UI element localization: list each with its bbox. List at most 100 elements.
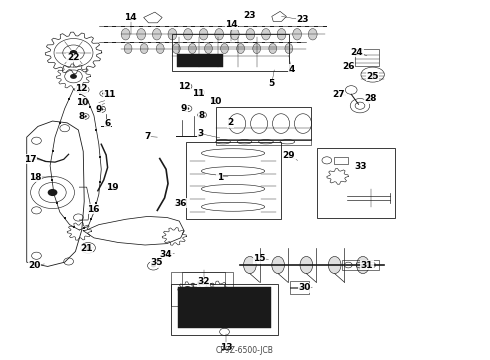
Text: 8: 8 xyxy=(79,112,85,121)
Text: 18: 18 xyxy=(29,173,42,182)
Circle shape xyxy=(186,107,189,110)
Text: 9: 9 xyxy=(96,105,102,114)
Text: 13: 13 xyxy=(220,343,233,352)
Ellipse shape xyxy=(124,44,132,54)
Ellipse shape xyxy=(121,28,130,40)
Ellipse shape xyxy=(185,57,196,64)
Text: 24: 24 xyxy=(351,48,364,57)
Text: 30: 30 xyxy=(298,283,311,292)
Ellipse shape xyxy=(272,256,285,274)
Bar xyxy=(186,143,281,219)
Text: 31: 31 xyxy=(361,261,373,270)
Bar xyxy=(216,139,311,145)
Circle shape xyxy=(82,88,86,91)
Text: 10: 10 xyxy=(75,98,88,107)
Ellipse shape xyxy=(140,44,148,54)
Circle shape xyxy=(102,93,105,95)
Text: 32: 32 xyxy=(197,277,210,286)
Bar xyxy=(182,272,233,306)
Text: 14: 14 xyxy=(225,20,238,29)
Text: 2: 2 xyxy=(227,118,234,127)
Bar xyxy=(177,54,223,67)
Circle shape xyxy=(214,99,218,102)
Bar xyxy=(317,148,395,217)
Ellipse shape xyxy=(285,44,293,54)
Ellipse shape xyxy=(246,28,255,40)
Bar xyxy=(290,282,309,288)
Bar xyxy=(290,287,309,294)
Text: 36: 36 xyxy=(174,199,187,208)
Text: 33: 33 xyxy=(355,162,367,171)
Circle shape xyxy=(99,108,103,111)
Text: 8: 8 xyxy=(198,111,204,120)
Ellipse shape xyxy=(189,44,196,54)
Text: 17: 17 xyxy=(24,155,37,164)
Circle shape xyxy=(203,286,211,292)
Circle shape xyxy=(186,85,189,88)
Ellipse shape xyxy=(269,44,277,54)
Bar xyxy=(172,33,289,71)
Ellipse shape xyxy=(230,28,239,40)
Bar xyxy=(171,284,278,336)
Ellipse shape xyxy=(184,28,193,40)
Circle shape xyxy=(85,246,91,250)
Text: 11: 11 xyxy=(193,89,205,98)
Text: 34: 34 xyxy=(160,250,172,259)
Text: 10: 10 xyxy=(209,97,221,106)
Text: 14: 14 xyxy=(124,13,137,22)
Text: 21: 21 xyxy=(80,244,93,253)
Ellipse shape xyxy=(293,28,301,40)
Ellipse shape xyxy=(137,28,146,40)
Circle shape xyxy=(48,189,57,196)
Text: 35: 35 xyxy=(150,258,163,267)
Circle shape xyxy=(151,264,156,267)
Ellipse shape xyxy=(262,28,270,40)
Bar xyxy=(334,157,348,164)
Ellipse shape xyxy=(156,44,164,54)
Ellipse shape xyxy=(253,44,261,54)
Text: 16: 16 xyxy=(87,205,99,214)
Circle shape xyxy=(82,101,86,103)
Circle shape xyxy=(70,50,77,56)
Bar xyxy=(171,272,224,306)
Ellipse shape xyxy=(300,256,313,274)
Circle shape xyxy=(198,91,202,94)
Text: 20: 20 xyxy=(28,261,41,270)
Ellipse shape xyxy=(168,28,177,40)
Text: 27: 27 xyxy=(332,90,345,99)
Ellipse shape xyxy=(152,28,161,40)
Text: 7: 7 xyxy=(145,132,151,141)
Text: 11: 11 xyxy=(103,90,116,99)
Circle shape xyxy=(184,286,192,292)
Text: 26: 26 xyxy=(342,62,355,71)
Ellipse shape xyxy=(244,256,256,274)
Circle shape xyxy=(84,115,87,118)
Text: 1: 1 xyxy=(217,173,223,182)
Ellipse shape xyxy=(204,44,212,54)
Text: 5: 5 xyxy=(269,79,275,88)
Ellipse shape xyxy=(308,28,317,40)
Text: 12: 12 xyxy=(75,84,88,93)
Text: 19: 19 xyxy=(106,183,119,192)
Text: 9: 9 xyxy=(181,104,187,113)
Bar xyxy=(216,107,311,140)
Text: 23: 23 xyxy=(244,11,256,20)
Ellipse shape xyxy=(357,256,369,274)
Text: 3: 3 xyxy=(197,129,203,138)
Circle shape xyxy=(200,114,204,116)
Text: 22: 22 xyxy=(67,53,79,62)
Bar xyxy=(355,49,379,66)
Text: 29: 29 xyxy=(283,151,295,160)
Text: 6: 6 xyxy=(104,119,111,128)
Bar xyxy=(178,287,271,328)
Ellipse shape xyxy=(172,44,180,54)
Ellipse shape xyxy=(215,28,223,40)
Ellipse shape xyxy=(328,256,341,274)
Circle shape xyxy=(70,74,77,79)
Ellipse shape xyxy=(277,28,286,40)
Text: 23: 23 xyxy=(296,15,309,24)
Text: 28: 28 xyxy=(365,94,377,103)
Bar xyxy=(343,260,379,270)
Ellipse shape xyxy=(220,44,228,54)
Text: CP9Z-6500-JCB: CP9Z-6500-JCB xyxy=(216,346,274,355)
